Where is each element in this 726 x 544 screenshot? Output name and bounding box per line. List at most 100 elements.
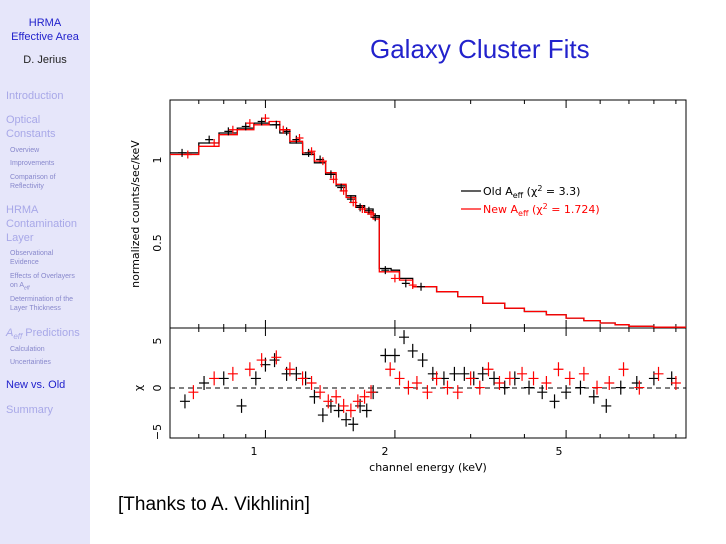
data-point-new-2 (228, 125, 237, 134)
nav-sub-thickness[interactable]: Layer Thickness (10, 305, 61, 312)
nav-sub-evidence[interactable]: Evidence (10, 259, 39, 266)
x-tick-label-2: 2 (382, 445, 389, 458)
data-point-old-5 (272, 120, 281, 129)
data-point-new-8 (318, 157, 327, 166)
resid-point-new-7 (297, 371, 308, 386)
nav-sub-effects[interactable]: Effects of Overlayers (10, 273, 75, 280)
data-point-new-12 (358, 205, 367, 214)
data-point-new-10 (339, 186, 348, 195)
resid-point-old-33 (524, 380, 535, 395)
nav-summary[interactable]: Summary (6, 404, 54, 416)
data-point-old-17 (401, 279, 410, 288)
data-point-old-15 (371, 213, 380, 222)
resid-point-new-41 (670, 376, 681, 390)
nav-sub-overview[interactable]: Overview (10, 147, 40, 154)
resid-point-old-35 (549, 394, 560, 409)
data-point-new-1 (210, 138, 219, 147)
nav-sub-determination[interactable]: Determination of the (10, 296, 74, 303)
data-point-new-15 (408, 281, 417, 290)
model-old-series (170, 122, 686, 328)
resid-point-old-39 (601, 398, 612, 413)
x-tick-label-1: 1 (251, 445, 258, 458)
nav-sub-uncertainties[interactable]: Uncertainties (10, 359, 51, 366)
x-axis-label: channel energy (keV) (369, 461, 487, 474)
data-point-old-16 (381, 266, 390, 275)
nav-sub-comparison-line2[interactable]: Reflectivity (10, 183, 44, 190)
nav-optical-constants-line2[interactable]: Constants (6, 128, 56, 140)
resid-point-old-14 (341, 412, 352, 427)
nav-contamination-line3[interactable]: Layer (6, 232, 34, 244)
resid-point-old-1 (199, 376, 210, 390)
resid-point-new-11 (331, 389, 342, 404)
resid-point-old-3 (236, 398, 247, 413)
nav-contamination-line1[interactable]: HRMA (6, 204, 39, 216)
resid-point-old-27 (459, 366, 470, 381)
nav-sub-observational[interactable]: Observational (10, 250, 54, 257)
resid-tick-label-0: 0 (151, 385, 164, 392)
data-point-old-0 (178, 148, 187, 157)
sidebar-author: D. Jerius (23, 54, 67, 66)
resid-point-new-36 (592, 380, 603, 395)
data-point-new-9 (329, 175, 338, 184)
resid-point-new-12 (338, 398, 349, 413)
y-tick-label-1: 1 (151, 157, 164, 164)
data-point-new-13 (367, 210, 376, 218)
legend: Old Aeff (χ2 = 3.3) New Aeff (χ2 = 1.724… (461, 184, 600, 218)
resid-axis-label: χ (132, 384, 145, 391)
nav-sub-improvements[interactable]: Improvements (10, 160, 55, 167)
resid-point-new-29 (504, 371, 515, 386)
data-point-old-1 (205, 135, 214, 144)
resid-point-new-40 (653, 366, 664, 381)
data-point-old-6 (282, 127, 291, 136)
resid-point-new-2 (227, 366, 238, 381)
nav-aeff-predictions[interactable]: Aeff Predictions (6, 326, 80, 344)
resid-point-old-2 (218, 371, 229, 386)
nav-sub-effects-line2[interactable]: on Aeff (10, 281, 88, 293)
resid-point-old-34 (537, 385, 548, 400)
resid-point-new-28 (494, 376, 505, 390)
resid-point-new-14 (352, 394, 363, 409)
resid-point-new-13 (345, 403, 356, 418)
resid-point-old-11 (317, 408, 328, 423)
spectral-fit-chart: 1 2 5 0.5 1 −5 0 5 normalized counts/sec… (129, 99, 687, 474)
resid-point-new-16 (366, 385, 377, 400)
sidebar-title-line1[interactable]: HRMA (28, 17, 62, 29)
data-point-new-7 (307, 147, 316, 156)
resid-point-new-30 (517, 366, 528, 381)
nav-new-vs-old[interactable]: New vs. Old (6, 379, 66, 391)
data-point-new-11 (349, 198, 358, 207)
resid-point-old-8 (291, 366, 302, 381)
data-point-new-6 (295, 134, 304, 142)
nav-aeff-sub: eff (13, 332, 23, 342)
slide-title: Galaxy Cluster Fits (370, 34, 590, 64)
nav-sub-comparison-line1[interactable]: Comparison of (10, 174, 56, 181)
resid-point-old-26 (449, 366, 460, 381)
resid-point-old-21 (399, 330, 410, 345)
resid-point-new-39 (634, 380, 645, 395)
resid-point-new-35 (578, 366, 589, 381)
nav-optical-constants-line1[interactable]: Optical (6, 114, 41, 126)
resid-point-new-0 (188, 385, 199, 400)
resid-point-new-6 (284, 362, 295, 377)
nav-sub-effects-eff: eff (24, 285, 30, 292)
chart-marks (170, 114, 686, 432)
resid-point-old-29 (477, 366, 488, 381)
resid-point-new-18 (394, 371, 405, 386)
resid-point-new-17 (385, 362, 396, 377)
nav-aeff-a: A (6, 327, 14, 339)
legend-new-label: New Aeff (χ2 = 1.724) (483, 202, 600, 218)
resid-point-old-20 (389, 348, 400, 363)
sidebar-title-line2[interactable]: Effective Area (11, 31, 79, 43)
resid-point-old-22 (407, 343, 418, 358)
nav-contamination-line2[interactable]: Contamination (6, 218, 77, 230)
data-point-new-3 (245, 119, 254, 128)
resid-point-new-19 (403, 380, 414, 395)
bottom-panel-frame (169, 327, 687, 439)
nav-introduction[interactable]: Introduction (6, 90, 64, 102)
resid-point-old-0 (179, 394, 190, 409)
resid-point-old-40 (615, 380, 626, 395)
resid-point-new-15 (359, 389, 370, 404)
sidebar-nav: HRMA Effective Area D. Jerius Introducti… (0, 0, 90, 544)
nav-sub-calculation[interactable]: Calculation (10, 346, 45, 353)
data-point-old-4 (257, 117, 266, 126)
